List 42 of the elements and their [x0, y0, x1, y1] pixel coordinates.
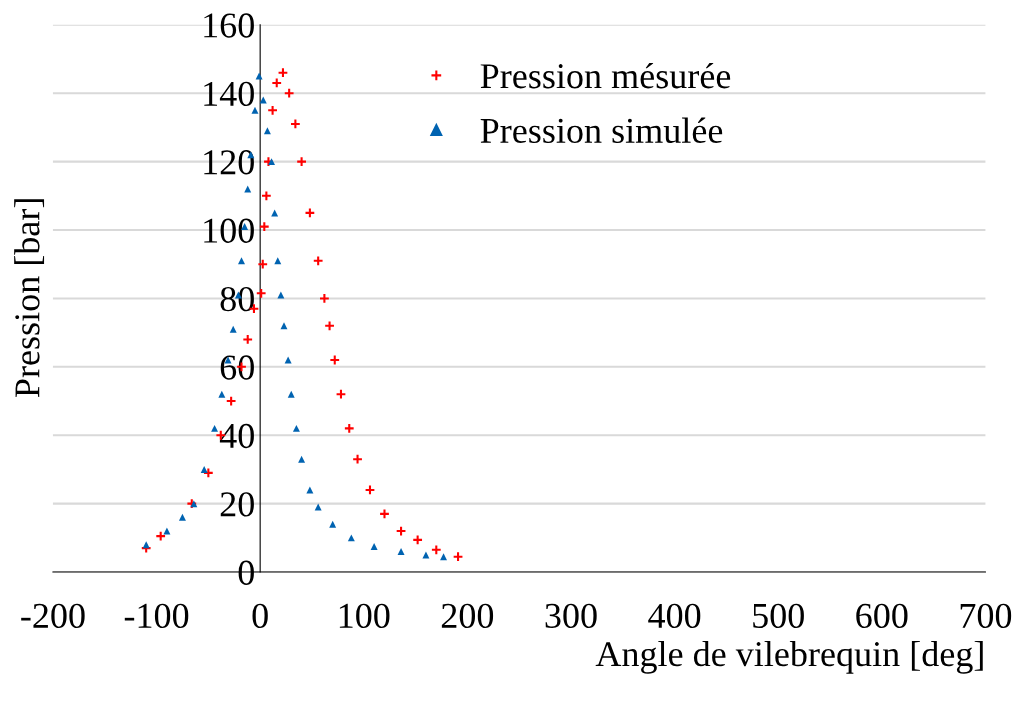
point [379, 508, 390, 520]
y-tick-label: 160 [204, 13, 254, 38]
point [200, 465, 208, 473]
y-tick-label: 80 [220, 286, 254, 312]
point [314, 503, 322, 511]
point [329, 520, 337, 528]
y-axis-title: Pression [bar] [14, 199, 45, 398]
point [259, 96, 267, 104]
point [178, 513, 186, 521]
point [242, 334, 254, 345]
x-tick-label: 300 [545, 603, 597, 629]
legend-label: Pression mésurée [480, 62, 731, 89]
point [251, 106, 259, 114]
point [440, 553, 448, 561]
y-tick-label: 120 [204, 150, 254, 175]
point [280, 322, 288, 330]
x-tick-label: 600 [856, 603, 908, 629]
point [370, 542, 378, 550]
y-tick-label: 40 [219, 423, 254, 449]
point [287, 390, 295, 398]
x-axis-title: Angle de vilebrequin [deg] [595, 640, 983, 674]
y-tick-label: 140 [204, 81, 254, 107]
y-tick-label: 60 [220, 355, 254, 380]
point [255, 72, 263, 80]
point [268, 158, 276, 166]
x-tick-label: 400 [648, 603, 701, 629]
y-tick-label: 100 [204, 218, 254, 243]
point [298, 455, 306, 463]
x-tick-label: -100 [124, 603, 189, 629]
point [229, 325, 237, 333]
point [238, 257, 245, 265]
x-tick-label: 100 [339, 603, 390, 629]
x-tick-label: -200 [21, 603, 85, 629]
y-tick-label: 20 [220, 492, 254, 517]
legend-label: Pression simulée [480, 117, 723, 144]
x-tick-label: 500 [753, 603, 804, 629]
point [292, 424, 300, 432]
point [218, 390, 226, 398]
point [397, 548, 405, 556]
x-tick-label: 700 [960, 603, 1012, 629]
point [211, 424, 219, 432]
x-tick-label: 200 [441, 603, 494, 629]
